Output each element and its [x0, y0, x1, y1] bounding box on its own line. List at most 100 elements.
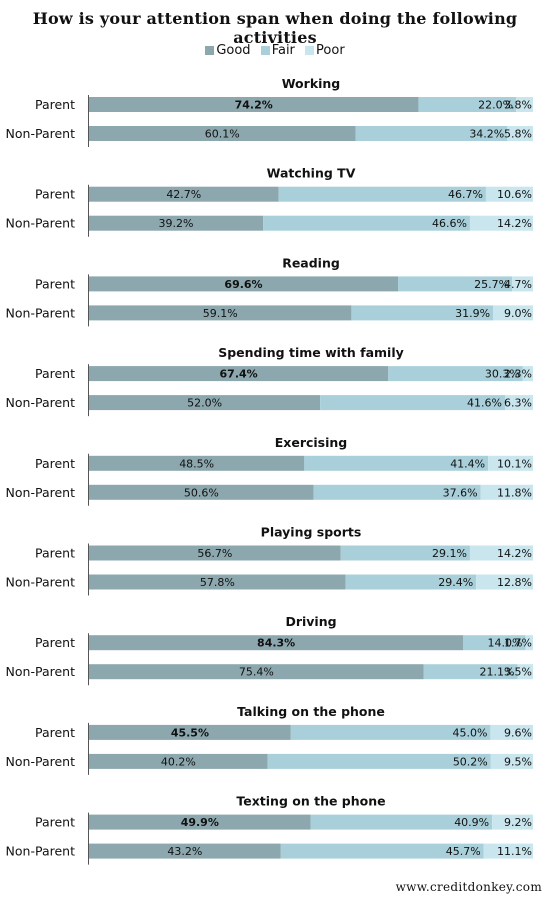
- bar-segment-fair: [463, 635, 526, 651]
- data-label-good: 60.1%: [205, 128, 240, 141]
- data-label-good: 56.7%: [197, 547, 232, 560]
- data-label-good: 43.2%: [167, 845, 202, 858]
- data-label-fair: 34.2%: [469, 128, 504, 141]
- data-label-poor: 2.3%: [504, 368, 532, 381]
- group-title: Working: [282, 76, 341, 91]
- bar-segment-poor: [469, 545, 533, 561]
- data-label-poor: 14.2%: [497, 547, 532, 560]
- bar-segment-good: [89, 724, 291, 740]
- bar-segment-good: [89, 186, 279, 202]
- legend-label-poor: Poor: [316, 43, 345, 58]
- bar-segment-fair: [310, 814, 493, 830]
- bar-segment-poor: [488, 455, 533, 471]
- data-label-poor: 9.0%: [504, 307, 532, 320]
- row-label: Non-Parent: [6, 305, 76, 320]
- bar-segment-poor: [493, 305, 533, 321]
- data-label-good: 39.2%: [159, 217, 194, 230]
- data-label-good: 42.7%: [166, 188, 201, 201]
- bar-segment-fair: [267, 753, 491, 769]
- data-label-poor: 3.5%: [504, 666, 532, 679]
- bar-segment-poor: [469, 215, 533, 231]
- bar-segment-good: [89, 366, 389, 382]
- bar-segment-fair: [388, 366, 523, 382]
- source-footer: www.creditdonkey.com: [395, 880, 542, 894]
- bar-segment-good: [89, 664, 424, 680]
- data-label-poor: 5.8%: [504, 128, 532, 141]
- data-label-poor: 9.6%: [504, 726, 532, 739]
- bar-segment-fair: [355, 126, 508, 141]
- bar-segment-fair: [280, 843, 484, 859]
- row-label: Parent: [35, 187, 75, 202]
- bar-segment-poor: [492, 814, 533, 830]
- bar-segment-poor: [505, 395, 533, 411]
- bar-segment-good: [89, 484, 314, 500]
- bar-segment-good: [89, 215, 264, 231]
- data-label-poor: 9.2%: [504, 816, 532, 829]
- activity-group: Playing sports Parent 56.7% 29.1% 14.2% Non-P…: [6, 525, 533, 596]
- bar-segment-good: [89, 814, 311, 830]
- bar-segment-poor: [512, 276, 533, 292]
- row-label: Non-Parent: [6, 664, 76, 679]
- bar-segment-good: [89, 276, 399, 292]
- row-label: Non-Parent: [6, 754, 76, 769]
- data-label-poor: 10.6%: [497, 188, 532, 201]
- bar-segment-fair: [290, 724, 491, 740]
- data-label-fair: 46.7%: [448, 188, 483, 201]
- data-label-fair: 41.4%: [450, 457, 485, 470]
- bar-segment-fair: [320, 395, 505, 411]
- row-label: Non-Parent: [6, 485, 76, 500]
- bar-segment-good: [89, 97, 419, 112]
- data-label-good: 50.6%: [184, 486, 219, 499]
- row-label: Parent: [35, 366, 75, 381]
- data-label-fair: 41.6%: [467, 397, 502, 410]
- data-label-fair: 22.0%: [478, 99, 513, 112]
- data-label-good: 48.5%: [179, 457, 214, 470]
- group-title: Spending time with family: [218, 345, 404, 360]
- row-label: Parent: [35, 276, 75, 291]
- row-label: Non-Parent: [6, 216, 76, 231]
- bar-segment-poor: [517, 664, 533, 680]
- row-label: Parent: [35, 97, 75, 112]
- data-label-fair: 45.7%: [446, 845, 481, 858]
- legend-item-poor: Poor: [305, 43, 345, 58]
- bar-segment-poor: [522, 366, 533, 382]
- row-label: Non-Parent: [6, 126, 76, 141]
- bar-segment-poor: [480, 484, 533, 500]
- bar-segment-good: [89, 843, 281, 859]
- data-label-poor: 6.3%: [504, 397, 532, 410]
- data-label-fair: 25.7%: [474, 278, 509, 291]
- legend-item-fair: Fair: [260, 43, 295, 58]
- group-title: Watching TV: [267, 166, 356, 181]
- activity-group: Exercising Parent 48.5% 41.4% 10.1% Non-Paren…: [6, 435, 533, 506]
- data-label-poor: 3.8%: [504, 99, 532, 112]
- bar-segment-fair: [398, 276, 513, 292]
- data-label-fair: 30.3%: [485, 368, 520, 381]
- bar-segment-good: [89, 455, 305, 471]
- bar-segment-good: [89, 545, 341, 561]
- activity-group: Driving Parent 84.3% 14.0%1.7% Non-Parent 75.…: [6, 614, 533, 686]
- data-label-fair: 21.1%: [480, 666, 515, 679]
- bar-segment-fair: [304, 455, 489, 471]
- group-title: Reading: [282, 255, 340, 270]
- bar-segment-poor: [525, 635, 533, 651]
- bar-segment-fair: [423, 664, 518, 680]
- bar-segment-poor: [516, 97, 533, 112]
- row-label: Non-Parent: [6, 844, 76, 859]
- data-label-good: 74.2%: [235, 99, 273, 112]
- bar-segment-poor: [490, 753, 533, 769]
- bar-segment-poor: [490, 724, 533, 740]
- legend-label-good: Good: [216, 43, 251, 58]
- bar-segment-fair: [351, 305, 494, 321]
- data-label-poor: 11.1%: [497, 845, 532, 858]
- data-label-poor: 10.1%: [497, 457, 532, 470]
- row-label: Parent: [35, 456, 75, 471]
- data-label-good: 45.5%: [171, 726, 209, 739]
- data-label-fair: 50.2%: [453, 755, 488, 768]
- data-label-poor: 9.5%: [504, 755, 532, 768]
- data-label-good: 69.6%: [224, 278, 262, 291]
- data-label-good: 84.3%: [257, 637, 295, 650]
- bar-segment-fair: [340, 545, 470, 561]
- group-title: Texting on the phone: [236, 794, 385, 809]
- group-title: Exercising: [275, 435, 348, 450]
